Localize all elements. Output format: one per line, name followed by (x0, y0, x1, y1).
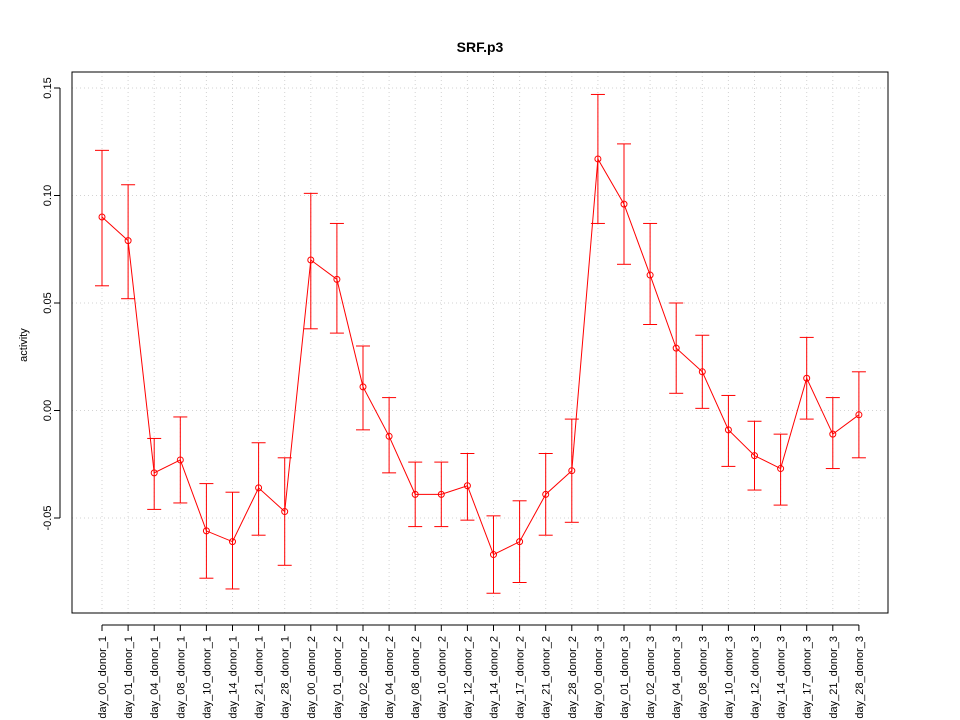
y-tick-label: 0.15 (42, 77, 54, 98)
data-point (281, 508, 289, 516)
x-tick-label: day_01_donor_3 (619, 636, 631, 719)
y-tick-label: 0.05 (42, 292, 54, 313)
x-tick-label: day_00_donor_1 (97, 636, 109, 719)
x-tick-label: day_28_donor_3 (854, 636, 866, 719)
data-point (829, 430, 837, 438)
error-bar (356, 345, 370, 431)
x-tick-label: day_01_donor_1 (123, 636, 135, 719)
data-point (672, 344, 680, 352)
data-point (202, 527, 210, 535)
error-bar (147, 437, 162, 510)
x-tick-label: day_00_donor_2 (306, 636, 318, 719)
x-tick-label: day_12_donor_2 (462, 636, 474, 719)
x-tick-label: day_04_donor_1 (149, 636, 161, 719)
data-point (490, 551, 497, 559)
series-plot (95, 93, 866, 594)
x-tick-label: day_02_donor_3 (645, 636, 657, 719)
y-tick-label: -0.05 (42, 505, 54, 530)
plot-frame (71, 71, 889, 614)
data-point (594, 155, 602, 163)
x-tick-label: day_08_donor_2 (410, 636, 422, 719)
x-tick-label: day_00_donor_3 (593, 636, 605, 719)
error-bar (382, 397, 397, 474)
x-tick-label: day_14_donor_3 (776, 636, 788, 719)
data-point (437, 490, 445, 498)
data-point (646, 271, 654, 279)
series-line (101, 157, 860, 556)
x-tick-label: day_02_donor_2 (358, 636, 370, 719)
chart-title: SRF.p3 (457, 39, 504, 55)
x-tick-label: day_28_donor_2 (567, 636, 579, 719)
x-tick-label: day_08_donor_3 (697, 636, 709, 719)
data-point (777, 465, 785, 473)
data-point (359, 383, 367, 391)
data-point (255, 484, 263, 492)
x-tick-label: day_01_donor_2 (332, 636, 344, 719)
x-tick-label: day_08_donor_1 (175, 636, 187, 719)
data-point (620, 200, 628, 208)
x-tick-label: day_10_donor_1 (201, 636, 213, 719)
data-point (516, 538, 524, 546)
x-tick-label: day_21_donor_1 (254, 636, 266, 719)
x-axis: day_00_donor_1 day_01_donor_1 day_04_donor… (97, 624, 866, 719)
data-point (150, 469, 158, 477)
error-bar (721, 394, 736, 467)
data-point (229, 538, 236, 546)
x-tick-label: day_04_donor_2 (384, 636, 396, 719)
x-tick-label: day_04_donor_3 (671, 636, 683, 719)
x-tick-label: day_12_donor_3 (750, 636, 762, 719)
data-point (542, 490, 550, 498)
data-point (568, 467, 576, 475)
y-tick-label: 0.00 (42, 400, 54, 421)
x-tick-label: day_14_donor_1 (228, 636, 240, 719)
data-point (411, 490, 419, 498)
x-tick-label: day_10_donor_2 (436, 636, 448, 719)
y-axis-label: activity (18, 328, 30, 362)
x-tick-label: day_21_donor_3 (828, 636, 840, 719)
data-point (307, 256, 315, 264)
error-bar (95, 149, 109, 287)
data-point (855, 411, 863, 419)
data-point (803, 374, 811, 382)
x-tick-label: day_21_donor_2 (541, 636, 553, 719)
y-tick-label: 0.10 (42, 185, 54, 206)
data-point (98, 213, 106, 221)
x-tick-label: day_14_donor_2 (489, 636, 501, 719)
error-bar (773, 433, 788, 506)
data-point (463, 482, 471, 490)
x-tick-label: day_17_donor_2 (515, 636, 527, 719)
data-point (698, 368, 706, 376)
data-point (724, 426, 732, 434)
x-tick-label: day_28_donor_1 (280, 636, 292, 719)
data-point (176, 456, 184, 464)
data-point (385, 432, 393, 440)
data-point (751, 452, 758, 460)
grid-lines (72, 72, 888, 613)
y-axis: -0.05 0.00 0.05 0.10 0.15 (42, 77, 61, 531)
x-tick-label: day_10_donor_3 (723, 636, 735, 719)
data-point (124, 237, 132, 245)
data-point (333, 275, 341, 283)
x-tick-label: day_17_donor_3 (802, 636, 814, 719)
error-bar (329, 222, 344, 334)
